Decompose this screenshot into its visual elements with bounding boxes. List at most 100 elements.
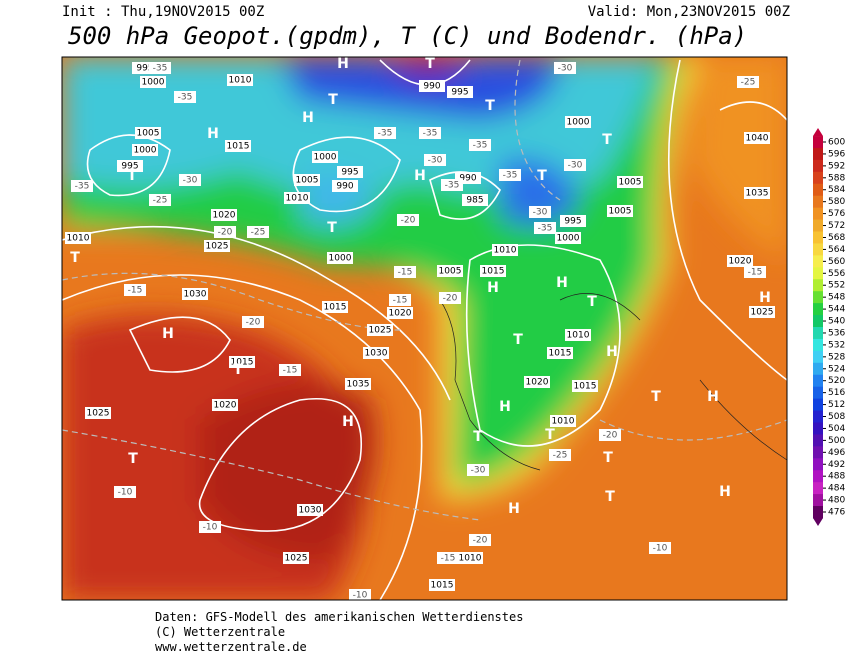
colorbar-swatch	[813, 398, 823, 412]
temperature-label-box	[439, 292, 461, 304]
isobar-label: 1005	[296, 176, 319, 186]
low-pressure-label: T	[328, 92, 338, 108]
temperature-label: -15	[398, 268, 413, 278]
temperature-label: -15	[128, 286, 143, 296]
isobar-label-box	[617, 176, 643, 188]
temperature-label-box	[279, 364, 301, 376]
isobar-label-box	[212, 399, 238, 411]
colorbar-label: 592	[828, 161, 845, 171]
high-pressure-label: H	[759, 290, 771, 306]
colorbar-swatch	[813, 470, 823, 483]
isobar-label-box	[283, 552, 309, 564]
temperature-label: -25	[553, 451, 568, 461]
temperature-label-box	[469, 139, 491, 151]
colorbar-label: 504	[828, 424, 845, 434]
colorbar-swatch	[813, 243, 823, 256]
isobar-label: 1025	[285, 554, 308, 564]
colorbar-label: 528	[828, 352, 845, 362]
colorbar-label: 512	[828, 400, 845, 410]
isobar-label: 995	[341, 168, 358, 178]
temperature-label-box	[394, 266, 416, 278]
isobar-label: 1015	[431, 581, 454, 591]
colorbar-swatch	[813, 159, 823, 173]
high-pressure-label: H	[719, 484, 731, 500]
isobar-label: 1030	[299, 506, 322, 516]
colorbar-label: 532	[828, 340, 845, 350]
high-pressure-label: H	[302, 110, 314, 126]
temperature-label-box	[549, 449, 571, 461]
low-pressure-label: T	[70, 250, 80, 266]
colorbar-label: 568	[828, 233, 845, 243]
temperature-label: -20	[246, 318, 261, 328]
isobar-label-box	[211, 209, 237, 221]
isobar-label: 1015	[574, 382, 597, 392]
colorbar-swatch	[813, 255, 823, 268]
isobar-label-box	[429, 579, 455, 591]
temperature-label: -15	[393, 296, 408, 306]
colorbar-swatch	[813, 147, 823, 161]
colorbar-label: 484	[828, 484, 845, 494]
isobar-label-box	[419, 80, 445, 92]
isobar-label-box	[182, 288, 208, 300]
valid-time: Valid: Mon,23NOV2015 00Z	[588, 4, 790, 20]
isobar-label-box	[565, 116, 591, 128]
temperature-label-box	[599, 429, 621, 441]
temperature-label-box	[374, 127, 396, 139]
isobar-label-box	[524, 376, 550, 388]
isobar-label-box	[327, 252, 353, 264]
temperature-label: -10	[353, 591, 368, 601]
colorbar-swatch	[813, 267, 823, 280]
colorbar-swatch	[813, 231, 823, 244]
temperature-label-box	[564, 159, 586, 171]
temperature-label: -10	[118, 488, 133, 498]
colorbar-label: 540	[828, 317, 845, 327]
low-pressure-label: T	[513, 332, 523, 348]
temperature-label: -20	[401, 216, 416, 226]
low-pressure-label: T	[651, 389, 661, 405]
temperature-label: -30	[558, 64, 573, 74]
temperature-label-box	[149, 194, 171, 206]
isobar-label-box	[437, 265, 463, 277]
isobar-label: 1000	[134, 146, 157, 156]
temperature-label: -15	[441, 554, 456, 564]
low-pressure-label: T	[537, 168, 547, 184]
temperature-label: -25	[153, 196, 168, 206]
isobar-label-box	[457, 552, 483, 564]
isobar-label-box	[387, 307, 413, 319]
isobar-label-box	[294, 174, 320, 186]
low-pressure-label: T	[605, 489, 615, 505]
isobar-label: 1000	[557, 234, 580, 244]
isobar-label-box	[297, 504, 323, 516]
temperature-label-box	[174, 91, 196, 103]
colorbar-label: 588	[828, 173, 845, 183]
isobar-label: 1010	[459, 554, 482, 564]
isobar-label-box	[284, 192, 310, 204]
low-pressure-label: T	[233, 362, 243, 378]
isobar-label: 1030	[184, 290, 207, 300]
temperature-label: -30	[533, 208, 548, 218]
colorbar-label: 584	[828, 185, 845, 195]
isobar-label: 1030	[365, 349, 388, 359]
temperature-label-box	[214, 226, 236, 238]
isobar-label: 1010	[494, 246, 517, 256]
colorbar-swatch	[813, 291, 823, 304]
isobar-label-box	[229, 356, 255, 368]
colorbar-label: 572	[828, 221, 845, 231]
isobar-label-box	[85, 407, 111, 419]
temperature-label: -30	[471, 466, 486, 476]
low-pressure-label: T	[603, 450, 613, 466]
low-pressure-label: T	[545, 427, 555, 443]
temperature-label-box	[467, 464, 489, 476]
isobar-label: 1010	[567, 331, 590, 341]
high-pressure-label: H	[337, 56, 349, 72]
temperature-label: -35	[178, 93, 193, 103]
low-pressure-label: T	[473, 429, 483, 445]
colorbar-label: 492	[828, 460, 845, 470]
colorbar-label: 544	[828, 305, 845, 315]
isobar-label-box	[345, 378, 371, 390]
isobar-label: 985	[466, 196, 483, 206]
isobar-label: 1005	[439, 267, 462, 277]
temperature-label: -15	[283, 366, 298, 376]
colorbar-label: 548	[828, 293, 845, 303]
temperature-label-box	[124, 284, 146, 296]
